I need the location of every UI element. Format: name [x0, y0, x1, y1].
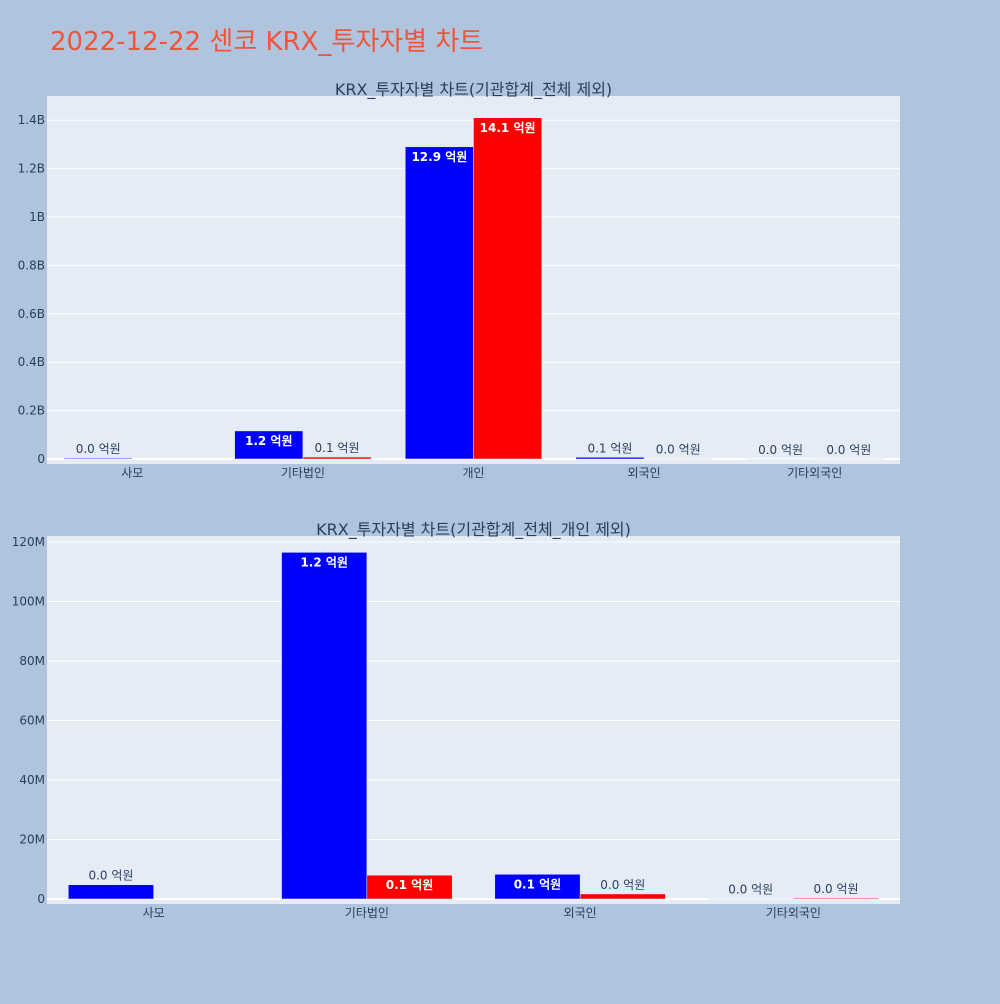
x-tick-label: 기타외국인 — [766, 906, 821, 920]
y-tick-label: 1.4B — [18, 113, 45, 127]
bar-label: 0.1 억원 — [587, 441, 632, 455]
chart-lower: KRX_투자자별 차트(기관합계_전체_개인 제외) 0 20M 40M 60M 80M… — [12, 520, 900, 920]
bar — [707, 898, 794, 900]
chart-upper: KRX_투자자별 차트(기관합계_전체 제외) 0 0.2B 0.4B 0.6B 0.8… — [18, 80, 900, 480]
x-tick-label: 기타법인 — [345, 906, 389, 920]
bar — [281, 552, 368, 900]
y-tick-label: 0.4B — [18, 355, 45, 369]
bar-label: 0.0 억원 — [600, 878, 645, 892]
chart-title: KRX_투자자별 차트(기관합계_전체_개인 제외) — [316, 520, 631, 540]
bar — [302, 456, 372, 460]
bar-label: 0.1 억원 — [386, 878, 434, 892]
bar — [643, 458, 713, 460]
bar — [366, 874, 453, 900]
bar-label: 0.0 억원 — [728, 883, 773, 897]
y-tick-label: 0.2B — [18, 404, 45, 418]
x-tick-label: 기타법인 — [281, 466, 325, 480]
bar-label: 14.1 억원 — [480, 121, 536, 135]
y-tick-label: 1.2B — [18, 162, 45, 176]
bar-label: 0.0 억원 — [758, 443, 803, 457]
chart-title: KRX_투자자별 차트(기관합계_전체 제외) — [335, 80, 612, 100]
bar — [473, 117, 542, 460]
x-tick-label: 사모 — [143, 906, 165, 920]
bar — [63, 457, 133, 460]
x-tick-label: 외국인 — [628, 466, 661, 480]
bar — [814, 458, 884, 460]
bar — [234, 430, 304, 460]
bar-label: 1.2 억원 — [245, 434, 293, 448]
bar — [405, 146, 474, 460]
x-tick-label: 사모 — [121, 466, 143, 480]
x-tick-label: 개인 — [462, 466, 484, 480]
y-tick-label: 0 — [37, 452, 45, 466]
y-tick-label: 80M — [19, 654, 45, 668]
bar-label: 0.0 억원 — [76, 442, 121, 456]
bar-label: 0.0 억원 — [826, 443, 871, 457]
x-tick-label: 기타외국인 — [787, 466, 842, 480]
x-tick-label: 외국인 — [564, 906, 597, 920]
bar-label: 0.0 억원 — [656, 443, 701, 457]
y-tick-label: 1B — [29, 210, 45, 224]
y-tick-label: 0 — [37, 892, 45, 906]
y-tick-label: 120M — [12, 535, 45, 549]
bar — [579, 893, 666, 900]
y-tick-label: 100M — [12, 594, 45, 608]
y-tick-label: 0.6B — [18, 307, 45, 321]
y-tick-label: 40M — [19, 773, 45, 787]
bar — [494, 874, 581, 900]
page-title: 2022-12-22 센코 KRX_투자자별 차트 — [50, 27, 483, 57]
bar-label: 12.9 억원 — [411, 150, 467, 164]
bar — [68, 884, 154, 900]
bar-label: 0.0 억원 — [88, 869, 133, 883]
bar — [793, 897, 879, 900]
bar-label: 0.0 억원 — [814, 882, 859, 896]
bar-label: 0.1 억원 — [315, 441, 360, 455]
bar-label: 1.2 억원 — [300, 555, 348, 569]
y-tick-label: 60M — [19, 713, 45, 727]
bar-label: 0.1 억원 — [514, 877, 562, 891]
bar — [746, 458, 815, 460]
y-tick-label: 0.8B — [18, 258, 45, 272]
bar — [575, 457, 645, 460]
y-tick-label: 20M — [19, 832, 45, 846]
